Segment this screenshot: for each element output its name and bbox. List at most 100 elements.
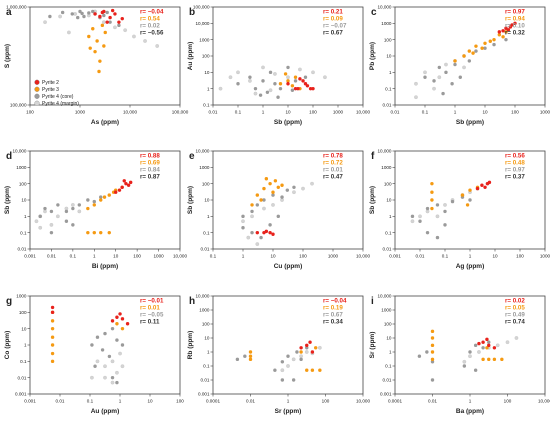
point-pyrite4_core — [268, 223, 272, 227]
point-pyrite3 — [462, 54, 466, 58]
point-pyrite2 — [120, 317, 125, 321]
x-tick-label: 0.001 — [389, 254, 401, 259]
point-pyrite2 — [105, 20, 109, 24]
point-pyrite3 — [50, 359, 55, 364]
point-pyrite2 — [506, 28, 511, 32]
point-pyrite4_margin — [304, 350, 309, 354]
point-pyrite2 — [299, 346, 303, 350]
point-pyrite4_core — [248, 75, 252, 79]
y-tick-label: 0.01 — [383, 103, 392, 108]
point-pyrite4_core — [468, 198, 472, 202]
point-pyrite4_core — [410, 214, 415, 219]
point-pyrite4_core — [70, 12, 74, 16]
point-pyrite3 — [471, 51, 475, 55]
point-pyrite3 — [500, 357, 504, 362]
point-pyrite3 — [100, 23, 105, 28]
correlation-pyrite3: r= 0.48 — [505, 160, 525, 167]
point-pyrite3 — [474, 44, 478, 48]
point-pyrite3 — [492, 357, 497, 362]
point-pyrite3 — [504, 30, 508, 34]
point-pyrite4_core — [243, 354, 247, 358]
point-pyrite4_margin — [310, 181, 314, 186]
point-pyrite4_core — [103, 331, 107, 336]
y-tick-label: 1000 — [16, 165, 27, 170]
point-pyrite4_core — [117, 23, 121, 28]
panel-e: 0.1 1 10 100 1000 10,00010,00010001001010.10.… — [187, 149, 370, 270]
y-axis-label: Co (ppm) — [4, 331, 11, 360]
point-pyrite4_margin — [261, 65, 265, 70]
point-pyrite2 — [308, 86, 313, 91]
point-pyrite4_margin — [248, 79, 252, 83]
point-pyrite4_margin — [255, 242, 260, 246]
panel-letter: f — [371, 151, 375, 162]
point-pyrite4_core — [430, 360, 435, 364]
y-tick-label: 10,000 — [195, 149, 209, 154]
x-tick-label: 10 — [285, 110, 291, 115]
point-pyrite3 — [248, 357, 253, 362]
point-pyrite2 — [100, 10, 105, 15]
x-tick-label: 100 — [516, 254, 524, 259]
point-pyrite3 — [86, 206, 90, 211]
point-pyrite4_core — [108, 20, 112, 24]
y-tick-label: 0.1 — [203, 364, 210, 369]
x-tick-label: 10,000 — [123, 110, 137, 115]
panel-b: 0.01 0.1 1 10 100 1000 10,000100,00010,0001000… — [187, 5, 370, 126]
point-pyrite4_margin — [43, 20, 47, 25]
point-pyrite3 — [293, 75, 298, 79]
point-pyrite3 — [259, 198, 263, 202]
point-pyrite4_margin — [218, 86, 223, 91]
point-pyrite3 — [480, 46, 484, 50]
x-tick-label: 1000 — [328, 254, 339, 259]
point-pyrite4_margin — [118, 351, 122, 356]
point-pyrite4_core — [91, 9, 95, 14]
panel-c: 0.01 0.1 1 10 100 1000 10,000 1000 100 10 1 0.1 0.01… — [369, 5, 550, 126]
x-tick-label: 1000 — [333, 110, 344, 115]
y-tick-label: 0.001 — [15, 392, 27, 397]
x-tick-label: 100 — [299, 254, 307, 259]
point-pyrite4_margin — [318, 345, 322, 350]
point-pyrite4_margin — [120, 364, 125, 369]
y-tick-label: 0.001 — [380, 392, 392, 397]
point-pyrite4_core — [291, 378, 296, 382]
point-pyrite4_margin — [58, 14, 62, 19]
point-pyrite4_margin — [495, 343, 500, 348]
point-pyrite4_margin — [410, 219, 415, 224]
point-pyrite4_margin — [414, 81, 418, 86]
point-pyrite3 — [268, 181, 272, 186]
point-pyrite4_core — [273, 82, 277, 86]
point-pyrite2 — [305, 84, 310, 88]
point-pyrite4_margin — [468, 354, 472, 359]
point-pyrite4_core — [295, 350, 299, 354]
point-pyrite3 — [120, 326, 125, 331]
point-pyrite4_core — [82, 14, 86, 19]
y-tick-label: 10 — [204, 198, 210, 203]
x-tick-label: 0.0001 — [206, 399, 220, 404]
point-pyrite2 — [501, 29, 505, 33]
point-pyrite2 — [120, 185, 124, 189]
point-pyrite2 — [481, 340, 485, 344]
point-pyrite4_core — [286, 354, 290, 358]
point-pyrite2 — [117, 20, 121, 24]
point-pyrite3 — [50, 319, 55, 323]
point-pyrite4_margin — [268, 88, 273, 93]
x-axis-label: Sr (ppm) — [275, 408, 302, 415]
point-pyrite4_margin — [323, 75, 327, 80]
point-pyrite4_core — [504, 37, 508, 42]
correlation-pyrite2: r= 0.78 — [323, 153, 343, 160]
y-tick-label: 0.1 — [20, 359, 27, 364]
x-tick-label: 1000 — [540, 110, 550, 115]
point-pyrite4_margin — [262, 206, 266, 211]
point-pyrite4_margin — [71, 203, 75, 207]
x-tick-label: 0.01 — [428, 399, 437, 404]
x-tick-label: 1000 — [153, 254, 164, 259]
point-pyrite4_core — [86, 198, 90, 202]
point-pyrite4_core — [492, 42, 496, 47]
x-tick-label: 10,000 — [356, 110, 370, 115]
correlation-pyrite3: r= 0.54 — [140, 16, 160, 23]
point-pyrite2 — [125, 322, 130, 326]
point-pyrite3 — [98, 59, 102, 63]
point-pyrite4_core — [250, 209, 254, 214]
x-tick-label: 10 — [482, 110, 488, 115]
y-tick-label: 0.1 — [203, 103, 210, 108]
